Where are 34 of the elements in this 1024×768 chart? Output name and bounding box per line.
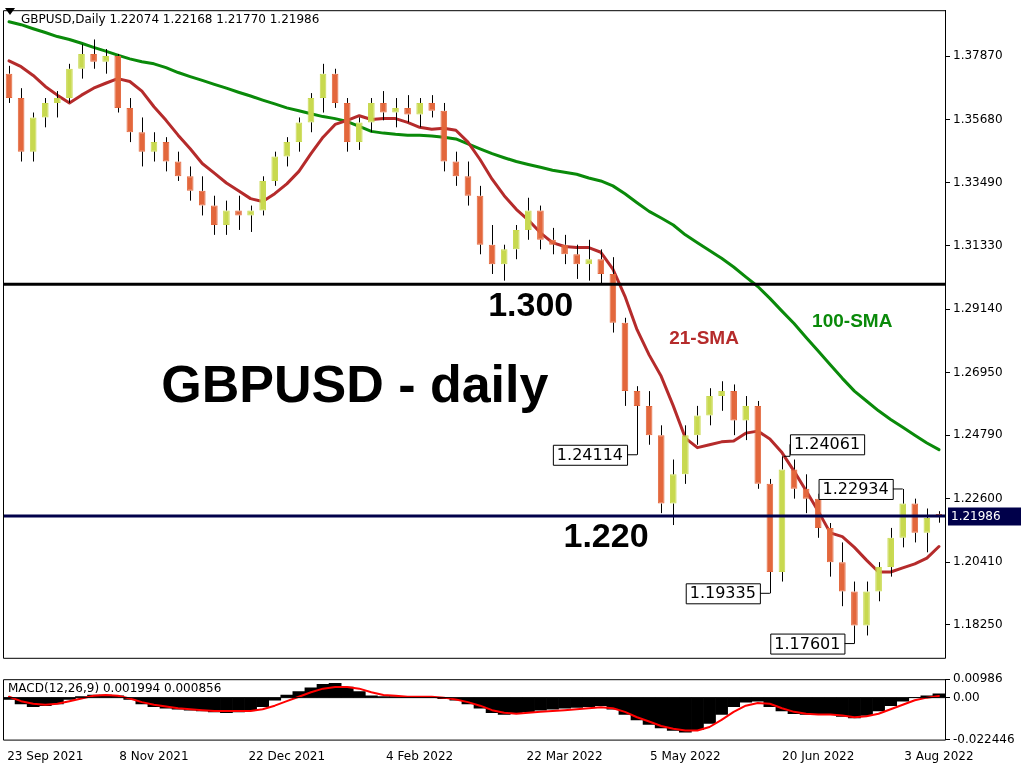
- chart-title: MACD(12,26,9) 0.001994 0.000856: [8, 681, 222, 696]
- ref-line-label: 1.300: [488, 284, 574, 323]
- x-tick-label: 4 Feb 2022: [386, 748, 454, 763]
- y-tick-label: 1.29140: [953, 301, 1003, 316]
- y-tick-label: 0.00: [953, 689, 980, 704]
- y-tick-label: 1.24790: [953, 427, 1003, 442]
- ref-line-label: 1.220: [563, 516, 649, 555]
- x-tick-label: 23 Sep 2021: [7, 748, 84, 763]
- annotation: 1.24061: [793, 434, 861, 454]
- x-tick-label: 22 Dec 2021: [248, 748, 326, 763]
- y-tick-label: 1.20410: [953, 554, 1003, 569]
- annotation: GBPUSD - daily: [161, 355, 549, 414]
- x-tick-label: 8 Nov 2021: [119, 748, 189, 763]
- y-tick-label: -0.022446: [953, 731, 1015, 746]
- text: 1.21986: [951, 508, 1001, 523]
- y-tick-label: 1.26950: [953, 364, 1003, 379]
- chart-title: GBPUSD,Daily 1.22074 1.22168 1.21770 1.21986: [21, 12, 320, 27]
- series-label: 100-SMA: [812, 309, 893, 331]
- y-tick-label: 1.35680: [953, 111, 1003, 126]
- annotation: 1.19335: [689, 583, 756, 603]
- annotation: 1.17601: [774, 633, 841, 653]
- x-tick-label: 5 May 2022: [650, 748, 721, 763]
- y-tick-label: 1.22600: [953, 490, 1003, 505]
- x-tick-label: 22 Mar 2022: [526, 748, 603, 763]
- series-label: 21-SMA: [669, 326, 740, 348]
- y-tick-label: 1.33490: [953, 175, 1003, 190]
- y-tick-label: 1.37870: [953, 48, 1003, 63]
- x-tick-label: 3 Aug 2022: [904, 748, 974, 763]
- annotation: 1.24114: [556, 444, 624, 464]
- x-tick-label: 20 Jun 2022: [782, 748, 855, 763]
- y-tick-label: 0.00986: [953, 671, 1003, 686]
- y-tick-label: 1.18250: [953, 616, 1003, 631]
- annotation: 1.22934: [822, 479, 889, 499]
- y-tick-label: 1.31330: [953, 237, 1003, 252]
